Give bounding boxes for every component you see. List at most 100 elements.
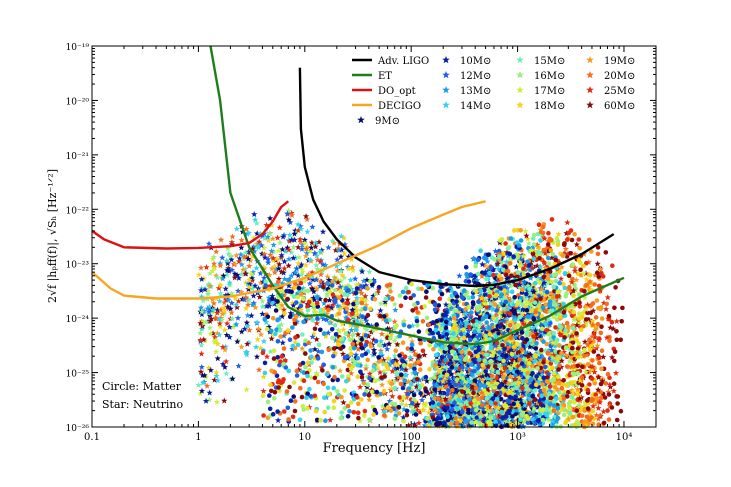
matter-point	[569, 237, 575, 243]
neutrino-point	[558, 357, 565, 364]
matter-point	[443, 319, 449, 325]
neutrino-point	[269, 292, 276, 299]
neutrino-point	[258, 242, 265, 249]
neutrino-point	[336, 328, 343, 335]
neutrino-point	[589, 363, 596, 370]
neutrino-point	[223, 370, 230, 377]
neutrino-point	[201, 286, 209, 293]
neutrino-point	[268, 222, 275, 228]
neutrino-point	[242, 270, 249, 277]
matter-point	[477, 421, 482, 426]
matter-point	[315, 316, 320, 321]
neutrino-point	[317, 248, 324, 255]
matter-point	[499, 292, 505, 297]
neutrino-point	[240, 266, 247, 273]
matter-point	[611, 381, 617, 387]
matter-point	[456, 397, 462, 403]
matter-point	[517, 314, 523, 320]
neutrino-point	[358, 289, 365, 296]
neutrino-point	[597, 396, 604, 403]
matter-point	[607, 375, 612, 381]
neutrino-point	[462, 403, 469, 410]
matter-point	[599, 348, 605, 354]
neutrino-point	[522, 383, 529, 390]
neutrino-point	[398, 400, 405, 407]
matter-point	[422, 304, 428, 309]
neutrino-point	[593, 345, 600, 351]
matter-point	[545, 350, 550, 356]
matter-point	[528, 338, 534, 343]
neutrino-point	[233, 304, 241, 311]
neutrino-point	[255, 325, 262, 332]
matter-point	[551, 408, 557, 414]
matter-point	[360, 314, 366, 320]
neutrino-point	[324, 273, 331, 280]
matter-point	[358, 369, 363, 375]
neutrino-point	[339, 320, 346, 327]
matter-point	[390, 296, 395, 301]
matter-point	[302, 288, 307, 294]
neutrino-point	[516, 347, 523, 354]
matter-point	[301, 296, 306, 302]
neutrino-point	[214, 340, 221, 347]
neutrino-point	[217, 314, 225, 321]
neutrino-point	[370, 292, 377, 299]
neutrino-point	[242, 279, 249, 286]
neutrino-point	[440, 354, 447, 360]
neutrino-point	[468, 351, 476, 358]
neutrino-point	[364, 373, 371, 380]
neutrino-point	[358, 268, 366, 275]
neutrino-point	[217, 282, 224, 289]
neutrino-point	[214, 330, 221, 336]
matter-point	[303, 364, 308, 370]
neutrino-point	[375, 376, 382, 383]
matter-point	[436, 303, 442, 308]
matter-point	[378, 313, 383, 319]
matter-point	[264, 326, 270, 332]
neutrino-point	[486, 303, 493, 310]
neutrino-point	[340, 326, 347, 333]
matter-point	[346, 288, 351, 293]
matter-point	[554, 360, 559, 365]
neutrino-point	[400, 414, 407, 421]
matter-point	[356, 401, 361, 407]
matter-point	[400, 340, 406, 346]
neutrino-point	[459, 351, 466, 358]
matter-point	[470, 319, 476, 324]
matter-point	[520, 336, 525, 341]
matter-point	[531, 317, 537, 322]
neutrino-point	[302, 252, 309, 259]
matter-point	[594, 298, 600, 303]
matter-point	[285, 296, 291, 302]
neutrino-point	[509, 357, 516, 363]
neutrino-point	[303, 245, 310, 252]
neutrino-point	[525, 305, 532, 312]
matter-point	[403, 372, 409, 378]
neutrino-point	[257, 279, 264, 286]
neutrino-point	[370, 326, 377, 333]
neutrino-point	[450, 392, 457, 399]
matter-point	[478, 414, 484, 419]
neutrino-point	[526, 343, 533, 350]
neutrino-point	[279, 339, 286, 346]
neutrino-point	[529, 341, 536, 348]
matter-point	[363, 342, 369, 348]
neutrino-point	[562, 245, 569, 252]
neutrino-point	[299, 266, 306, 273]
matter-point	[351, 301, 356, 307]
matter-point	[388, 289, 393, 294]
matter-point	[413, 412, 419, 417]
neutrino-point	[348, 326, 355, 333]
neutrino-point	[380, 315, 387, 322]
neutrino-point	[235, 258, 243, 265]
neutrino-point	[313, 336, 320, 342]
neutrino-point	[214, 355, 221, 362]
matter-point	[611, 358, 617, 364]
matter-point	[577, 300, 582, 306]
matter-point	[432, 307, 438, 313]
neutrino-point	[568, 387, 575, 393]
matter-point	[498, 383, 503, 388]
neutrino-point	[315, 238, 323, 245]
matter-point	[541, 360, 546, 365]
neutrino-point	[338, 233, 345, 239]
